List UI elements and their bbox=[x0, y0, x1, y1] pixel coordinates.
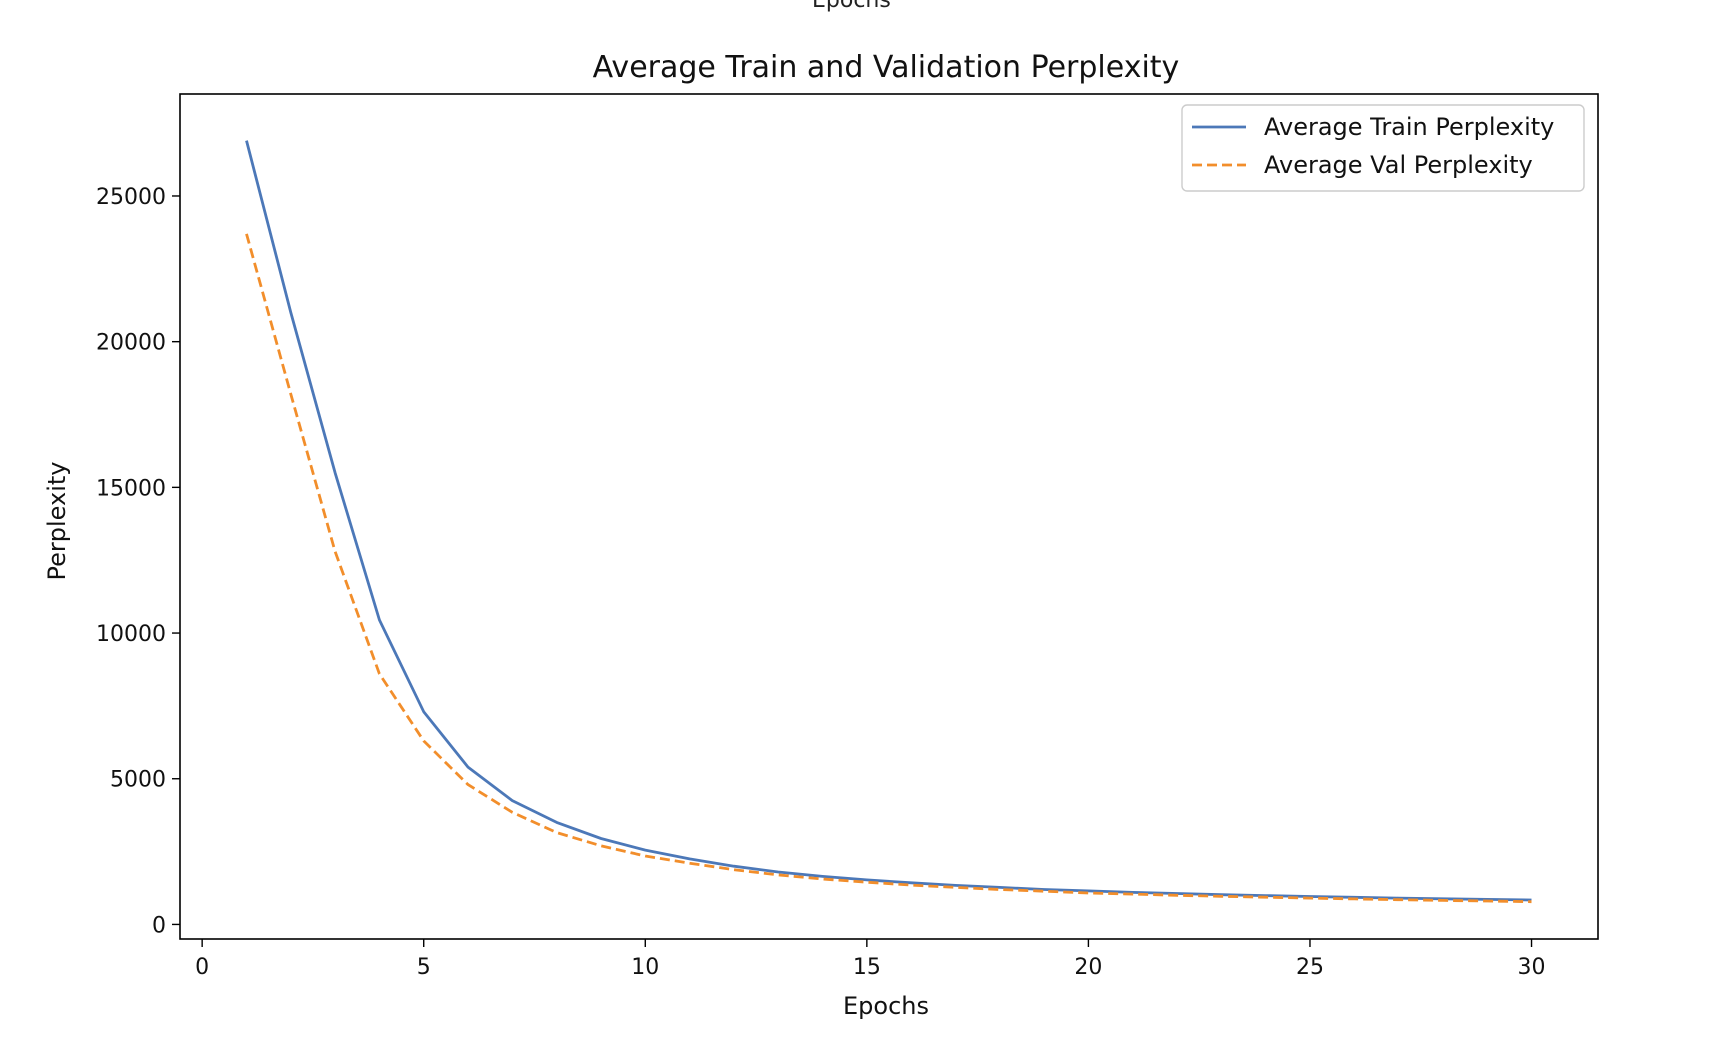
x-tick-label: 25 bbox=[1296, 955, 1324, 980]
legend-box bbox=[1181, 104, 1585, 192]
x-tick-label: 20 bbox=[1074, 955, 1102, 980]
legend-label: Average Val Perplexity bbox=[1264, 151, 1533, 179]
plot-frame bbox=[179, 93, 1599, 940]
axes: 0 5 10 15 20 25 30 0 5000 10000 15000 20000 25000 bbox=[96, 93, 1599, 980]
x-tick-label: 30 bbox=[1518, 955, 1546, 980]
y-tick-label: 15000 bbox=[96, 476, 166, 501]
legend: Average Train Perplexity Average Val Perp… bbox=[1181, 104, 1585, 192]
y-tick-label: 5000 bbox=[110, 768, 166, 793]
x-axis-label: Epochs bbox=[843, 992, 929, 1020]
y-tick-label: 0 bbox=[152, 913, 166, 938]
x-tick-label: 0 bbox=[195, 955, 209, 980]
y-tick-label: 20000 bbox=[96, 331, 166, 356]
chart-title: Average Train and Validation Perplexity bbox=[593, 50, 1180, 85]
y-tick-label: 10000 bbox=[96, 622, 166, 647]
x-tick-label: 15 bbox=[853, 955, 881, 980]
cut-off-axis-label: Epochs bbox=[812, 0, 891, 13]
legend-label: Average Train Perplexity bbox=[1264, 113, 1554, 141]
train-perplexity-line bbox=[245, 140, 1532, 902]
y-axis-label: Perplexity bbox=[43, 462, 71, 581]
x-tick-label: 5 bbox=[417, 955, 431, 980]
x-tick-label: 10 bbox=[631, 955, 659, 980]
val-perplexity-line bbox=[245, 233, 1532, 904]
series-lines bbox=[245, 140, 1532, 904]
y-tick-label: 25000 bbox=[96, 185, 166, 210]
